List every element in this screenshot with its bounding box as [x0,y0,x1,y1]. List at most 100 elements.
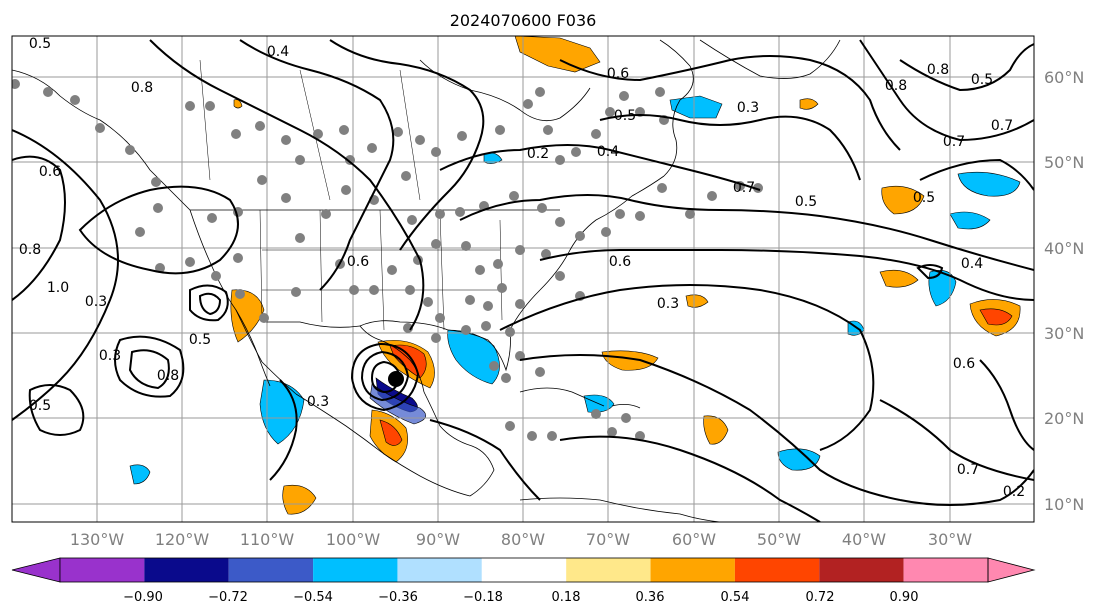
contour-10 [499,284,875,451]
stipple-dot [231,129,241,139]
stipple-dot [369,285,379,295]
contour-12 [559,435,821,522]
stipple-dot [635,211,645,221]
shade-blue-ne [957,171,1021,197]
stipple-dot [341,185,351,195]
colorbar-tick-label: −0.36 [378,590,418,605]
stipple-dot [431,239,441,249]
stipple-dot [495,125,505,135]
stipple-dot [615,209,625,219]
colorbar-tick-label: 0.54 [721,590,750,605]
shade-orange-small2 [685,294,709,308]
stipple-dot [523,99,533,109]
contour-31 [979,359,1034,451]
contour-label: 0.3 [737,100,759,116]
colorbar-tick-label: 0.90 [890,590,919,605]
stipple-dot [505,421,515,431]
lon-label: 120°W [155,530,210,549]
stipple-dot [537,203,547,213]
colorbar-segment [397,558,482,582]
stipple-dot [431,333,441,343]
shade-red-mexico [379,419,403,446]
stipple-dot [461,325,471,335]
stipple-dot [125,145,135,155]
colorbar-segment [228,558,314,582]
contour-label: 0.4 [597,144,619,160]
colorbar-segment [734,558,820,582]
stipple-dot [619,91,629,101]
contour-13 [879,399,1034,481]
map-frame [11,35,1035,523]
colorbar-segment [481,558,567,582]
stipple-dot [367,143,377,153]
stipple-dot [387,265,397,275]
stipple-dot [515,299,525,309]
stipple-dot [259,313,269,323]
contour-label: 0.5 [913,190,935,206]
contour-15 [559,55,901,151]
stipple-dot [349,285,359,295]
colorbar-segment [903,558,988,582]
stipple-dot [12,79,20,89]
colorbar-tick-label: −0.18 [463,590,503,605]
lon-label: 110°W [240,530,295,549]
lat-label: 10°N [1044,495,1084,514]
shade-blue-mid [928,270,957,307]
shade-orange-pacific [282,484,317,515]
shade-blue-labrador [669,95,723,119]
colorbar-segment [819,558,904,582]
contour-24 [198,292,222,316]
stippling [12,79,763,441]
stipple-dot [233,253,243,263]
stipple-dot [515,351,525,361]
border-us-mexico [262,321,361,328]
stipple-dot [393,127,403,137]
lon-label: 70°W [586,530,630,549]
shade-orange-north [514,36,601,73]
coast-central-am [423,391,495,497]
contour-2 [12,155,66,301]
colorbar-frame [59,557,989,583]
contour-17 [859,39,1034,142]
stipple-dot [435,313,445,323]
stipple-dot [515,245,525,255]
stipple-dot [321,209,331,219]
stipple-dot [465,295,475,305]
stipple-dot [257,175,267,185]
lon-label: 130°W [70,530,125,549]
contour-label: 0.3 [307,394,329,410]
colorbar-ticks: −0.90 −0.72 −0.54 −0.36 −0.18 0.18 0.36 … [123,590,918,605]
contour-label: 0.5 [971,72,993,88]
coast-east-us [539,175,665,291]
contour-23 [189,284,229,322]
stipple-dot [407,215,417,225]
contour-label: 0.6 [607,66,629,82]
stipple-dot [541,249,551,259]
colorbar-extend-left [11,557,61,583]
contour-9 [539,248,1034,301]
stipple-dot [155,263,165,273]
stipple-dot [509,191,519,201]
contour-label: 0.2 [1003,484,1025,500]
shade-orange-baja [230,289,265,343]
stipple-dot [461,241,471,251]
stipple-dot [601,227,611,237]
contour-label: 1.0 [47,280,69,296]
contour-label: 0.6 [953,356,975,372]
stipple-dot [707,191,717,201]
contour-label: 0.7 [733,180,755,196]
stipple-dot [401,171,411,181]
contours [12,39,1034,522]
stipple-dot [543,125,553,135]
contour-18 [899,43,1034,92]
stipple-dot [555,155,565,165]
shade-blue-pacific [129,464,151,485]
stipple-dot [505,327,515,337]
stipple-dot [555,217,565,227]
shade-orange-small1 [799,98,819,110]
stipple-dot [635,431,645,441]
lon-label: 60°W [672,530,716,549]
contour-label: 0.2 [527,146,549,162]
stipple-dot [313,129,323,139]
stipple-dot [657,183,667,193]
